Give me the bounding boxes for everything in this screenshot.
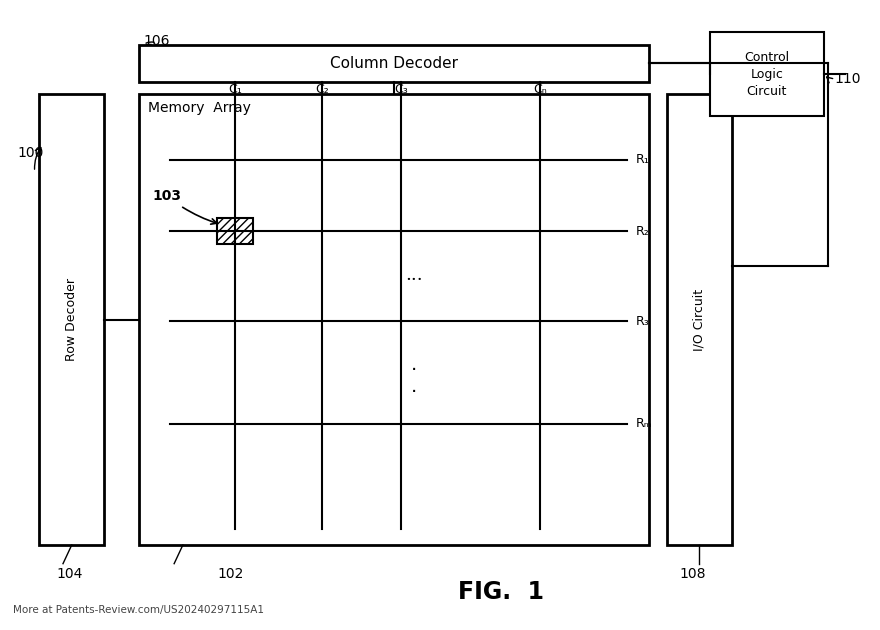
Text: .: .: [411, 355, 417, 374]
Text: R₂: R₂: [636, 224, 649, 238]
Text: .: .: [411, 377, 417, 396]
Text: ...: ...: [405, 266, 422, 284]
Bar: [139, 45, 649, 82]
Bar: [216, 218, 253, 244]
Text: 100: 100: [18, 146, 44, 161]
Text: Control
Logic
Circuit: Control Logic Circuit: [744, 50, 789, 98]
Text: 103: 103: [152, 189, 216, 224]
Text: Cₙ: Cₙ: [533, 83, 547, 96]
Text: C₃: C₃: [394, 83, 407, 96]
Text: Memory  Array: Memory Array: [148, 101, 251, 115]
Text: I/O Circuit: I/O Circuit: [693, 289, 706, 351]
Bar: [39, 94, 105, 545]
Bar: [667, 94, 732, 545]
Text: FIG.  1: FIG. 1: [458, 580, 544, 604]
Text: C₂: C₂: [315, 83, 329, 96]
Text: 106: 106: [143, 34, 170, 48]
Text: 108: 108: [679, 567, 706, 581]
Text: Column Decoder: Column Decoder: [330, 55, 458, 71]
Text: Row Decoder: Row Decoder: [65, 278, 78, 361]
Bar: [710, 32, 824, 116]
Text: Rₘ: Rₘ: [636, 417, 653, 430]
Text: R₁: R₁: [636, 153, 649, 166]
Text: C₁: C₁: [228, 83, 242, 96]
Text: 104: 104: [56, 567, 83, 581]
Bar: [139, 94, 649, 545]
Text: 110: 110: [834, 72, 861, 86]
Text: R₃: R₃: [636, 315, 649, 328]
Text: More at Patents-Review.com/US20240297115A1: More at Patents-Review.com/US20240297115…: [13, 605, 264, 616]
Text: 102: 102: [217, 567, 244, 581]
